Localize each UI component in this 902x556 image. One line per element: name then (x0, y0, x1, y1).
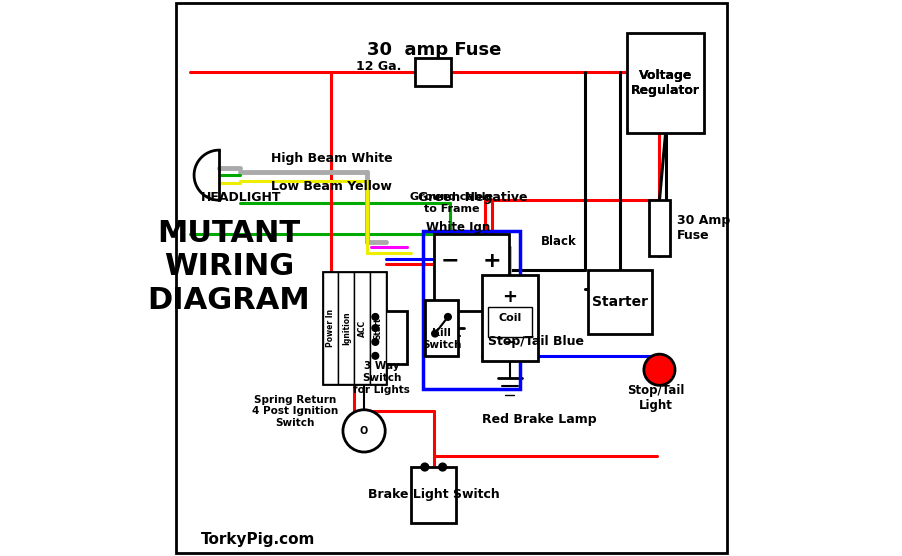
Text: Voltage
Regulator: Voltage Regulator (630, 70, 699, 97)
Text: Kill
Switch: Kill Switch (421, 329, 461, 350)
Text: White Ign: White Ign (426, 221, 490, 235)
Bar (587, 270, 651, 334)
Text: 12 Ga.: 12 Ga. (355, 60, 400, 73)
Text: Start: Start (373, 317, 382, 339)
Text: TorkyPig.com: TorkyPig.com (201, 532, 316, 547)
Circle shape (372, 314, 378, 320)
Bar (626, 33, 704, 133)
Text: Voltage
Regulator: Voltage Regulator (630, 70, 699, 97)
Text: Stop/Tail Blue: Stop/Tail Blue (487, 335, 583, 349)
Text: +: + (483, 251, 501, 271)
Circle shape (343, 410, 385, 452)
Text: Black: Black (540, 235, 575, 249)
Text: MUTANT
WIRING
DIAGRAM: MUTANT WIRING DIAGRAM (148, 219, 310, 315)
Text: Spring Return
4 Post Ignition
Switch: Spring Return 4 Post Ignition Switch (252, 395, 337, 428)
Text: 30 Amp
Fuse: 30 Amp Fuse (676, 214, 729, 242)
Text: High Beam White: High Beam White (271, 152, 392, 165)
Text: Brake Light Switch: Brake Light Switch (368, 488, 500, 502)
Bar (371, 311, 407, 364)
Bar (415, 58, 451, 86)
Bar (354, 272, 370, 384)
Bar (322, 272, 338, 384)
Circle shape (372, 353, 378, 359)
Text: Coil: Coil (498, 314, 521, 323)
Text: O: O (360, 426, 368, 436)
Bar (322, 272, 386, 384)
Text: 3 Way
Switch
for Lights: 3 Way Switch for Lights (353, 361, 410, 395)
Circle shape (372, 339, 378, 345)
Bar (370, 272, 386, 384)
Bar (482, 275, 537, 361)
Text: Power In: Power In (326, 309, 335, 347)
Bar (338, 272, 354, 384)
Text: Ground cable
to Frame: Ground cable to Frame (410, 192, 492, 214)
Text: HEADLIGHT: HEADLIGHT (201, 191, 281, 204)
Bar (649, 200, 669, 256)
Text: −: − (440, 251, 459, 271)
Text: 30  amp Fuse: 30 amp Fuse (366, 41, 501, 59)
Circle shape (372, 325, 378, 331)
Text: −: − (503, 335, 516, 350)
Circle shape (431, 330, 437, 337)
Circle shape (643, 354, 675, 385)
Bar (487, 307, 531, 337)
Text: Starter: Starter (591, 295, 647, 309)
Circle shape (444, 314, 451, 320)
Text: Ignition: Ignition (342, 311, 351, 345)
Text: Green Negative: Green Negative (418, 191, 527, 204)
Bar (422, 231, 520, 389)
Bar (411, 467, 456, 523)
Text: Low Beam Yellow: Low Beam Yellow (271, 180, 391, 193)
Circle shape (420, 463, 428, 471)
Text: Red Brake Lamp: Red Brake Lamp (482, 413, 596, 426)
Text: +: + (502, 288, 517, 306)
Text: ACC: ACC (357, 320, 366, 336)
Text: Stop/Tail
Light: Stop/Tail Light (627, 384, 684, 411)
Bar (425, 300, 457, 356)
Bar (433, 234, 508, 311)
Circle shape (438, 463, 446, 471)
